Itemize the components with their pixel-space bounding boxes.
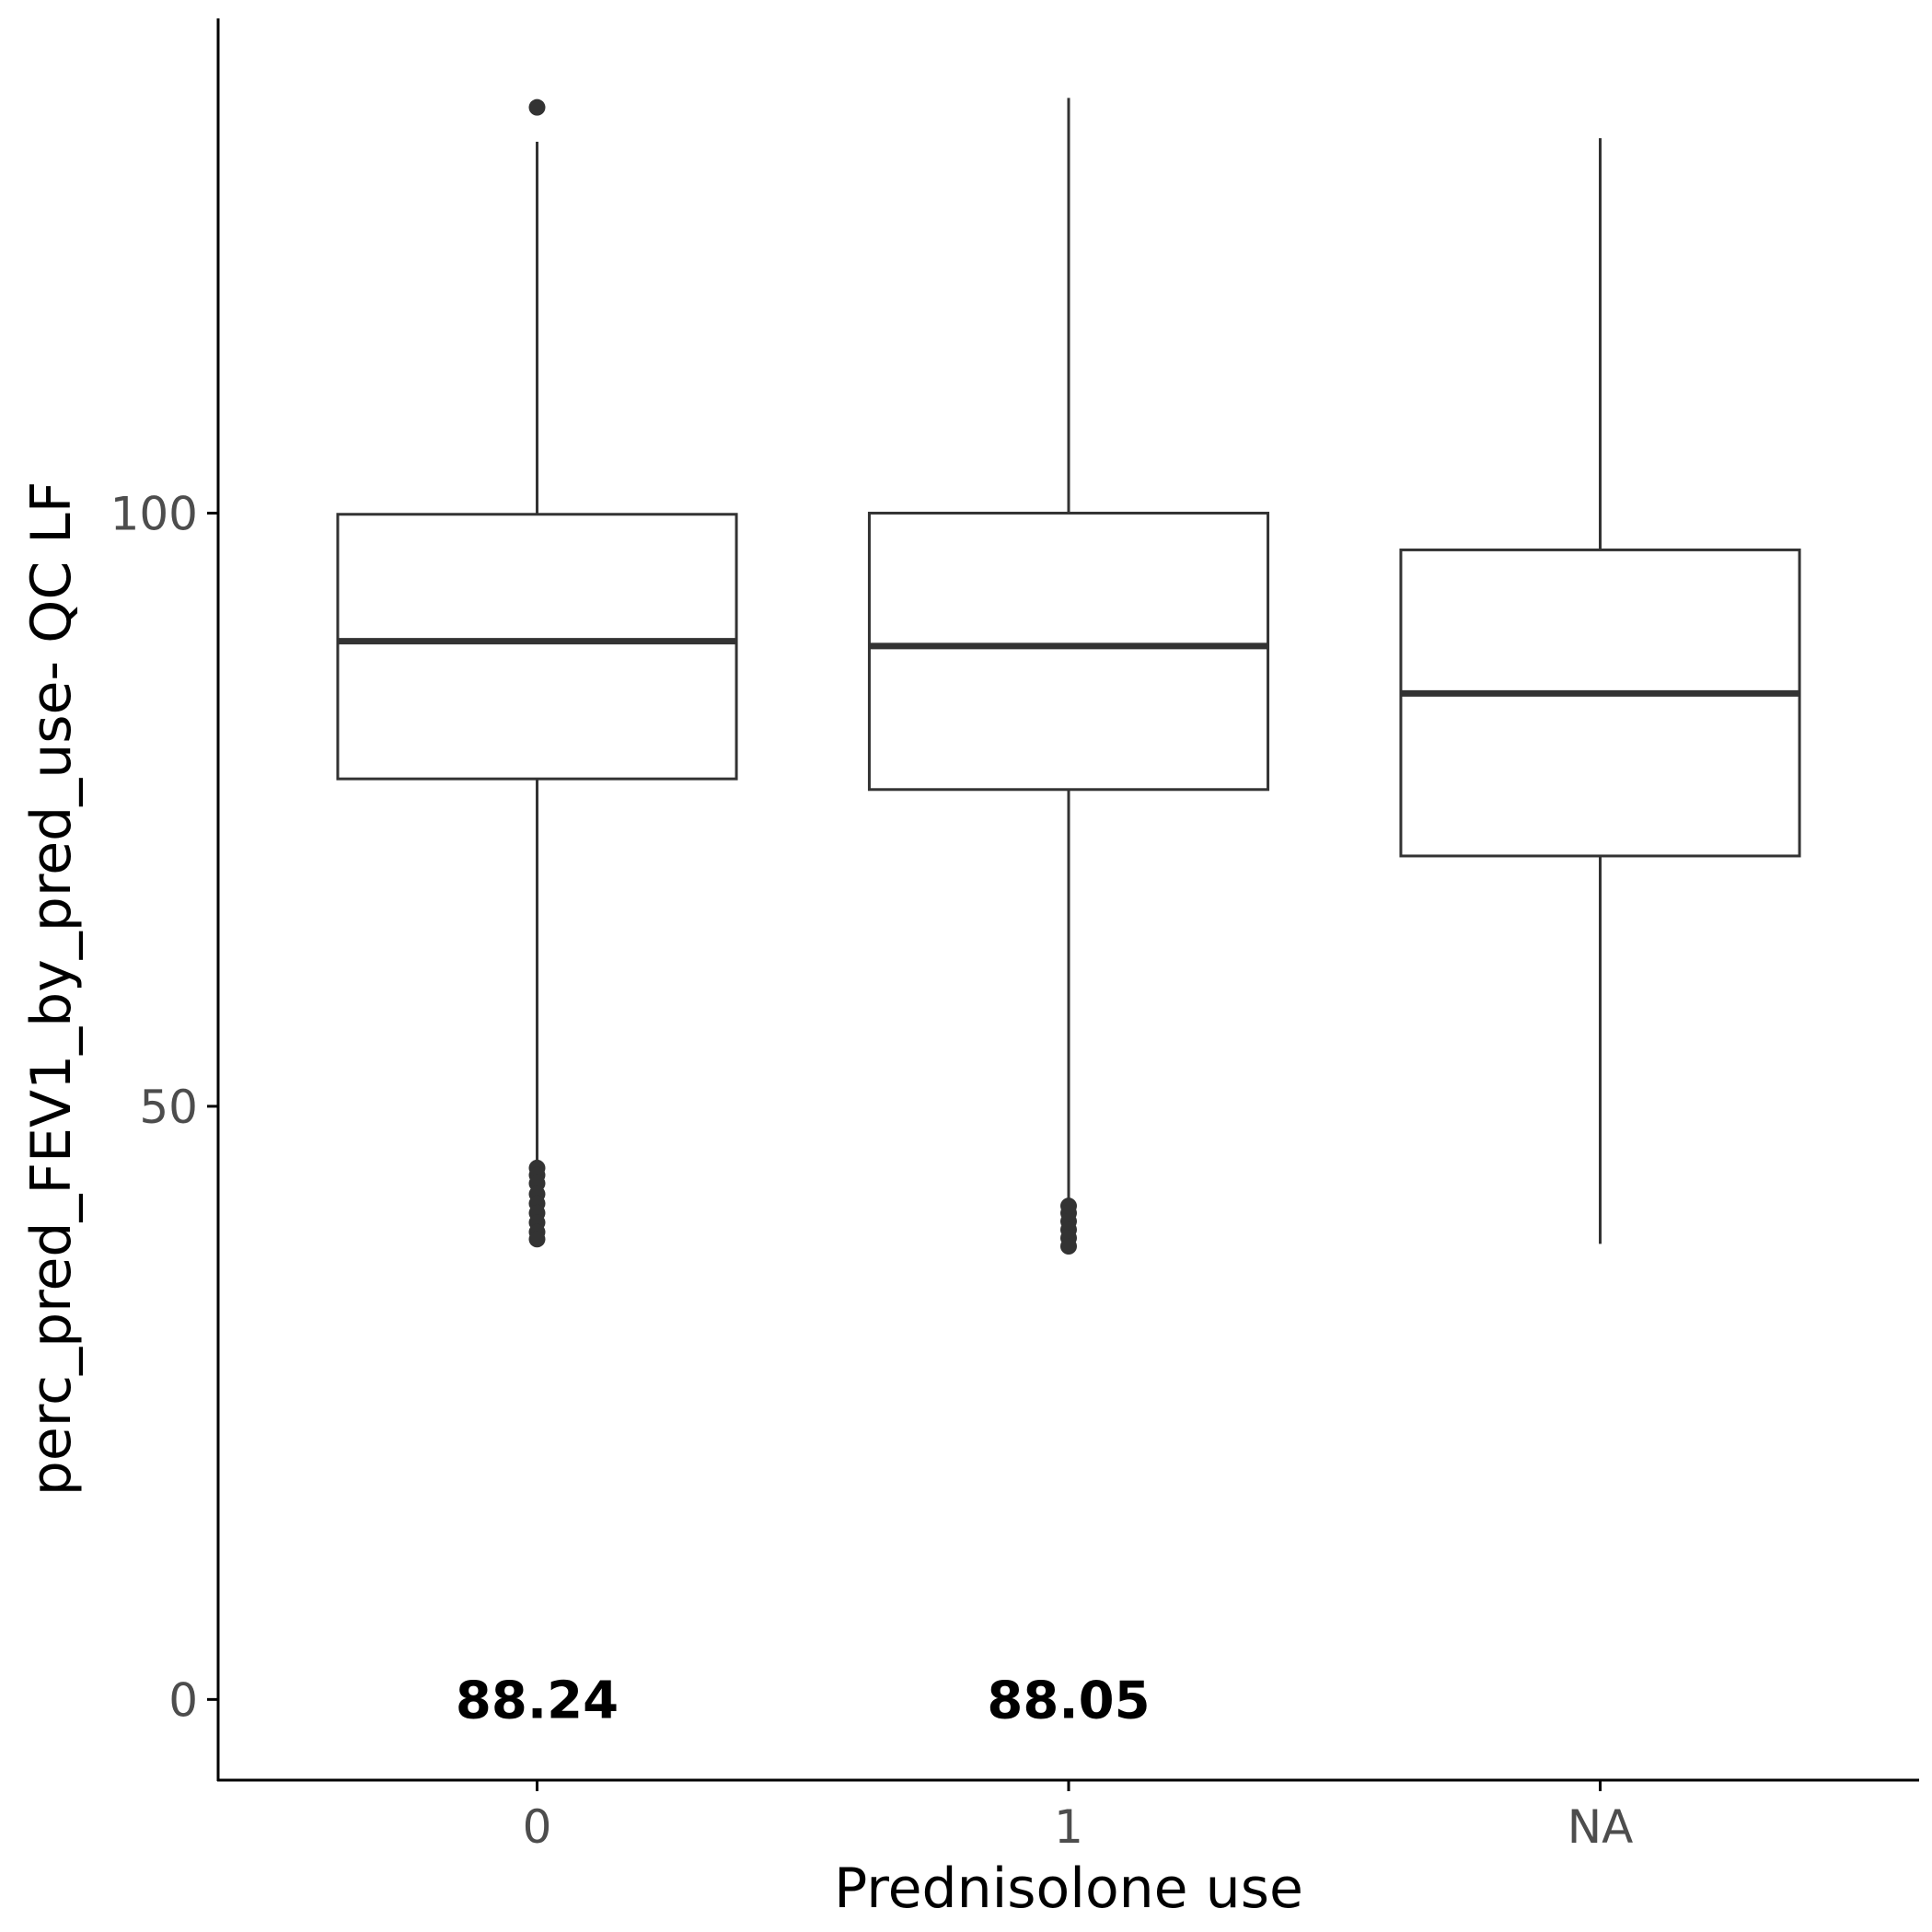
box-group-1 <box>867 98 1270 1255</box>
plot-marks: 88.24 88.05 <box>336 98 1801 1730</box>
outlier-point <box>528 1231 546 1248</box>
x-tick-label: NA <box>1568 1800 1634 1854</box>
outlier-point <box>528 98 546 116</box>
box-iqr <box>867 511 1270 792</box>
box-iqr <box>1399 548 1801 858</box>
y-axis-ticks: 0 50 100 <box>110 487 218 1727</box>
box-iqr <box>336 513 738 781</box>
x-tick-label: 1 <box>1054 1800 1083 1854</box>
box-group-0 <box>336 98 738 1248</box>
y-axis-title: perc_pred_FEV1_by_pred_use- QC LF <box>19 481 84 1497</box>
mean-annotation: 88.05 <box>987 1671 1150 1730</box>
box-group-NA <box>1399 138 1801 1244</box>
x-axis-ticks: 0 1 NA <box>523 1780 1634 1854</box>
y-tick-label: 0 <box>168 1673 198 1727</box>
mean-annotation: 88.24 <box>456 1671 619 1730</box>
y-tick-label: 50 <box>139 1081 198 1134</box>
outlier-point <box>1060 1238 1077 1255</box>
x-axis-title: Prednisolone use <box>834 1857 1303 1921</box>
y-tick-label: 100 <box>110 487 198 540</box>
x-tick-label: 0 <box>523 1800 552 1854</box>
